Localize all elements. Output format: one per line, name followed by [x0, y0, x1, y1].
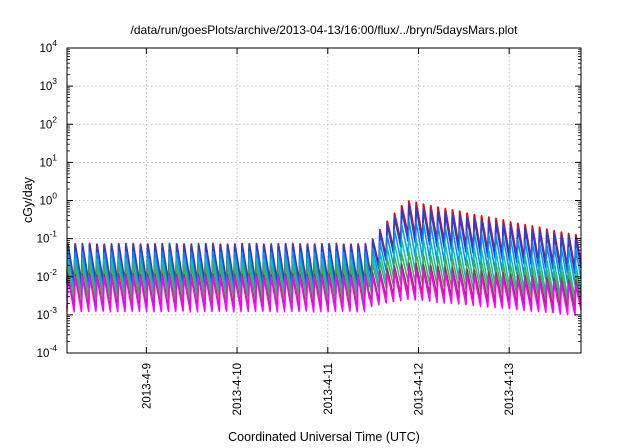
- y-tick-label: 100: [39, 191, 57, 208]
- y-tick-label: 10-4: [37, 343, 58, 360]
- x-tick-label: 2013-4-11: [323, 363, 335, 415]
- y-tick-label: 10-1: [37, 229, 58, 246]
- series-line: [66, 268, 582, 316]
- y-tick-label: 10-2: [37, 267, 58, 284]
- y-tick-label: 103: [39, 76, 57, 93]
- x-tick-label: 2013-4-13: [504, 363, 516, 415]
- y-axis-label: cGy/day: [21, 176, 35, 223]
- grid-lines: [67, 48, 581, 353]
- x-tick-label: 2013-4-12: [413, 363, 425, 415]
- plot-frame: [66, 47, 582, 354]
- chart-title: /data/run/goesPlots/archive/2013-04-13/1…: [131, 23, 519, 37]
- x-axis-label: Coordinated Universal Time (UTC): [228, 430, 420, 444]
- x-tick-label: 2013-4-9: [141, 363, 153, 409]
- y-tick-label: 10-3: [37, 305, 58, 322]
- series-layer: [66, 200, 582, 316]
- axis-ticks: 10-4 10-3 10-2 10-1 100 101 102 103 104 2013-4-9 2…: [37, 38, 581, 415]
- y-tick-label: 104: [39, 38, 57, 55]
- y-tick-label: 102: [39, 114, 57, 131]
- y-tick-label: 101: [39, 152, 57, 169]
- x-tick-label: 2013-4-10: [232, 363, 244, 415]
